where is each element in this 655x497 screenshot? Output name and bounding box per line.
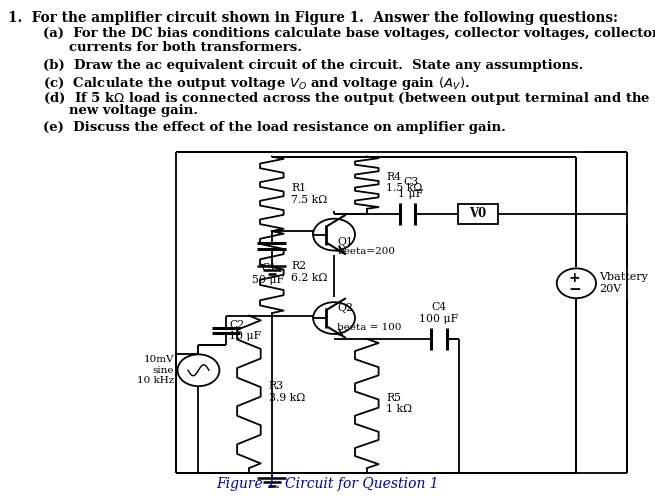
Text: +: +	[569, 271, 580, 285]
Text: (a)  For the DC bias conditions calculate base voltages, collector voltages, col: (a) For the DC bias conditions calculate…	[43, 27, 655, 40]
Text: Vbattery
20V: Vbattery 20V	[599, 272, 648, 294]
Text: beeta = 100: beeta = 100	[337, 323, 402, 332]
Text: currents for both transformers.: currents for both transformers.	[69, 41, 302, 54]
Text: C1
50 μF: C1 50 μF	[252, 263, 285, 285]
Text: C4
100 μF: C4 100 μF	[419, 303, 458, 324]
Text: C3
1 μF: C3 1 μF	[398, 177, 423, 199]
Text: new voltage gain.: new voltage gain.	[69, 104, 198, 117]
Text: V0: V0	[470, 207, 487, 220]
Text: R1
7.5 kΩ: R1 7.5 kΩ	[291, 183, 328, 205]
Text: R5
1 kΩ: R5 1 kΩ	[386, 393, 413, 414]
Text: Q2: Q2	[337, 303, 353, 313]
Text: Q1: Q1	[337, 237, 353, 247]
Text: 1.  For the amplifier circuit shown in Figure 1.  Answer the following questions: 1. For the amplifier circuit shown in Fi…	[8, 11, 618, 25]
Text: R2
6.2 kΩ: R2 6.2 kΩ	[291, 261, 328, 283]
Text: (b)  Draw the ac equivalent circuit of the circuit.  State any assumptions.: (b) Draw the ac equivalent circuit of th…	[43, 59, 583, 72]
Text: beeta=200: beeta=200	[337, 247, 396, 256]
Text: R4
1.5 kΩ: R4 1.5 kΩ	[386, 172, 422, 193]
FancyBboxPatch shape	[458, 204, 498, 224]
Text: −: −	[568, 282, 581, 297]
Text: (d)  If 5 k$\Omega$ load is connected across the output (between output terminal: (d) If 5 k$\Omega$ load is connected acr…	[43, 90, 655, 107]
Text: R3
3.9 kΩ: R3 3.9 kΩ	[269, 381, 305, 403]
Text: 10mV
sine
10 kHz: 10mV sine 10 kHz	[137, 355, 174, 385]
Text: (e)  Discuss the effect of the load resistance on amplifier gain.: (e) Discuss the effect of the load resis…	[43, 121, 506, 134]
Text: C2
10 μF: C2 10 μF	[229, 320, 261, 341]
Text: Figure 1: Circuit for Question 1: Figure 1: Circuit for Question 1	[216, 477, 439, 491]
Text: (c)  Calculate the output voltage $V_O$ and voltage gain $(A_V)$.: (c) Calculate the output voltage $V_O$ a…	[43, 75, 470, 91]
